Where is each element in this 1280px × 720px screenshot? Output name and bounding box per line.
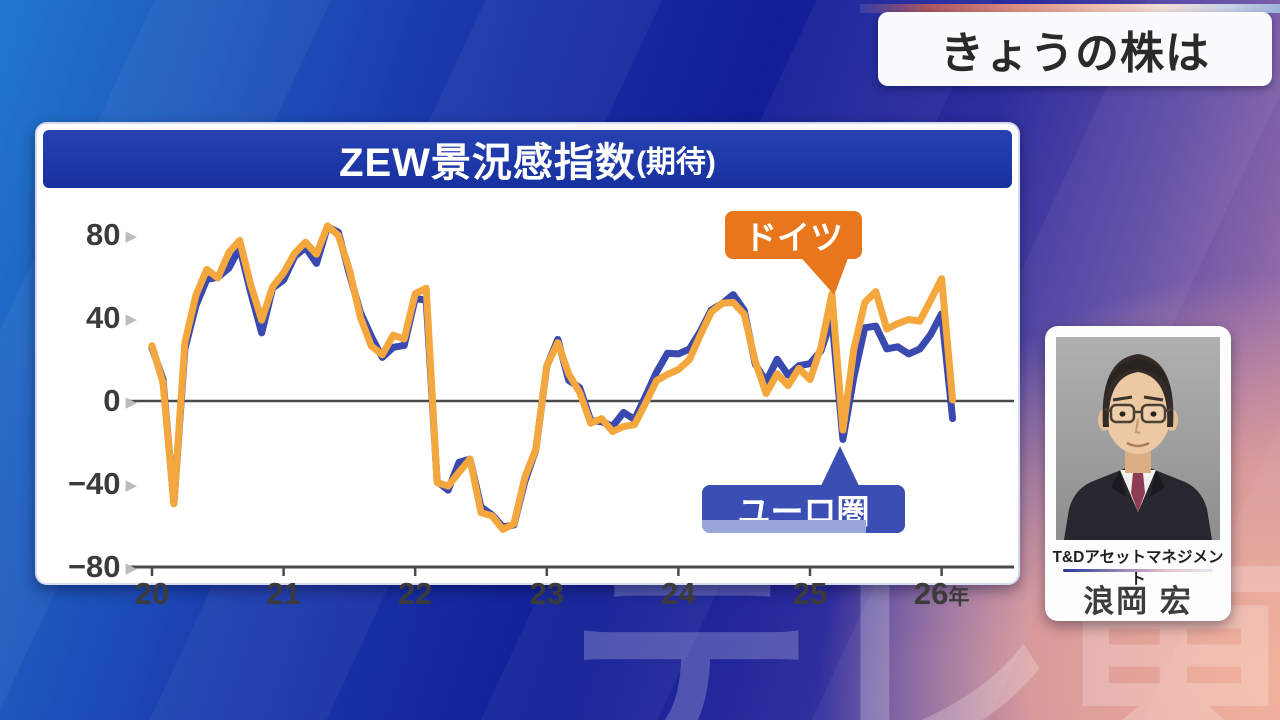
y-tick--80: −80 ▶ [67,549,137,584]
y-tick-0: 0 ▶ [103,383,137,418]
series-label-eurozone-pointer [820,446,860,488]
chart-title-suffix: (期待) [635,146,716,179]
analyst-portrait-illustration [1056,337,1220,540]
program-title-box: きょうの株は [878,12,1272,86]
y-tick-arrow-icon: ▶ [125,311,137,328]
series-label-germany-text: ドイツ [744,219,843,256]
y-tick-arrow-icon: ▶ [125,477,137,494]
analyst-name: 浪岡 宏 [1083,584,1193,619]
y-tick-40: 40 ▶ [85,300,137,335]
series-label-germany: ドイツ [725,211,862,259]
chart-title-bar: ZEW景況感指数 (期待) [43,130,1012,188]
program-title: きょうの株は [940,29,1210,78]
series-label-eurozone: ユーロ圏 [702,485,905,533]
y-tick-arrow-icon: ▶ [125,228,137,245]
analyst-company: T&Dアセットマネジメント [1052,549,1224,588]
y-tick-arrow-icon: ▶ [125,394,137,411]
analyst-card: T&Dアセットマネジメント 浪岡 宏 [1045,326,1231,621]
series-label-eurozone-band [702,520,867,533]
analyst-photo [1056,337,1220,540]
y-tick-80: 80 ▶ [85,217,137,252]
series-label-germany-pointer [797,253,850,295]
analyst-divider-line [1063,569,1213,572]
chart-title: ZEW景況感指数 [339,141,636,185]
y-tick-arrow-icon: ▶ [125,560,137,577]
chart-card: ZEW景況感指数 (期待) 80 ▶ 40 ▶ 0 ▶ −40 ▶ −80 ▶ 20 21 22 23 24… [35,122,1020,611]
program-header-stripe [860,4,1280,13]
y-tick--40: −40 ▶ [67,466,137,501]
